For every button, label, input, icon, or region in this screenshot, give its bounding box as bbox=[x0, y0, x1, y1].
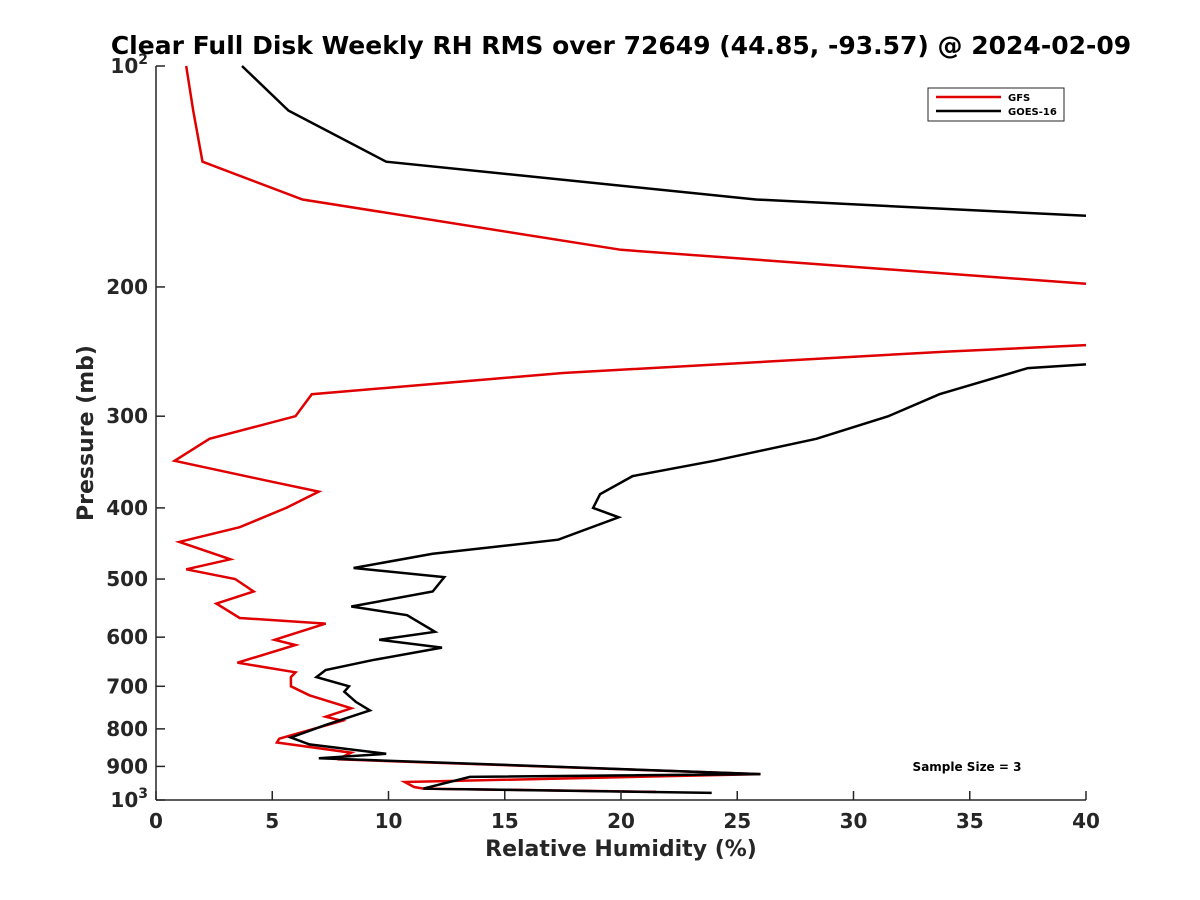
chart-title: Clear Full Disk Weekly RH RMS over 72649… bbox=[111, 31, 1131, 60]
legend: GFS GOES-16 bbox=[927, 87, 1065, 122]
x-tick-label: 20 bbox=[607, 809, 635, 833]
y-tick-label: 700 bbox=[106, 674, 148, 698]
x-tick-label: 15 bbox=[491, 809, 519, 833]
series-line-gfs bbox=[171, 65, 1087, 794]
y-tick-label: 800 bbox=[106, 717, 148, 741]
y-axis-label: Pressure (mb) bbox=[74, 345, 99, 521]
x-tick-label: 5 bbox=[265, 809, 279, 833]
y-tick-label: 500 bbox=[106, 567, 148, 591]
x-axis-ticks: 0 5 10 15 20 25 30 35 40 bbox=[149, 791, 1100, 833]
sample-size-annotation: Sample Size = 3 bbox=[913, 760, 1022, 774]
y-tick-label: 400 bbox=[106, 496, 148, 520]
y-tick-label: 900 bbox=[106, 754, 148, 778]
x-tick-label: 30 bbox=[840, 809, 868, 833]
y-tick-label: 200 bbox=[106, 275, 148, 299]
legend-box bbox=[927, 87, 1065, 122]
x-tick-label: 40 bbox=[1072, 809, 1100, 833]
y-tick-label: 300 bbox=[106, 404, 148, 428]
y-tick-label: 102 bbox=[110, 52, 148, 78]
plot-background bbox=[156, 66, 1086, 800]
plot-area: 0 5 10 15 20 25 30 35 40 102 200 300 400 500 600 700 80… bbox=[106, 52, 1100, 833]
legend-label-goes16: GOES-16 bbox=[1008, 107, 1057, 118]
x-axis-label: Relative Humidity (%) bbox=[485, 837, 757, 862]
series-layer bbox=[171, 65, 1087, 795]
series-line-goes16 bbox=[241, 65, 1087, 795]
x-tick-label: 25 bbox=[723, 809, 751, 833]
y-axis-ticks: 102 200 300 400 500 600 700 800 900 103 bbox=[106, 52, 165, 812]
x-tick-label: 0 bbox=[149, 809, 163, 833]
legend-label-gfs: GFS bbox=[1008, 93, 1030, 104]
y-tick-label: 103 bbox=[110, 786, 148, 812]
y-tick-label: 600 bbox=[106, 625, 148, 649]
x-tick-label: 10 bbox=[375, 809, 403, 833]
x-tick-label: 35 bbox=[956, 809, 984, 833]
